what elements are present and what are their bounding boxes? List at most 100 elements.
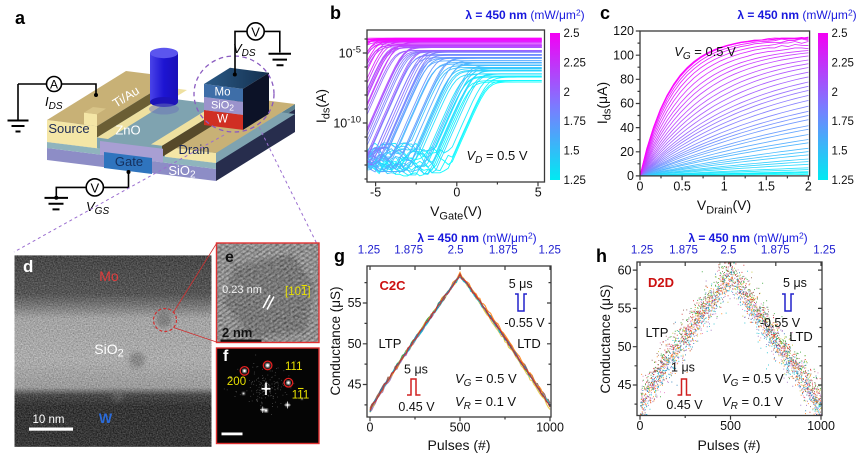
svg-text:VG = 0.5 V: VG = 0.5 V [455,371,517,389]
svg-text:60: 60 [620,97,634,111]
svg-text:2: 2 [805,179,812,193]
svg-text:1.5: 1.5 [832,146,848,158]
svg-text:c: c [600,3,610,23]
svg-text:2.5: 2.5 [720,245,736,257]
svg-text:[101]: [101] [285,286,311,298]
svg-text:-0.55 V: -0.55 V [504,316,545,330]
svg-text:1.75: 1.75 [832,116,854,128]
svg-text:1: 1 [721,179,728,193]
svg-text:VG = 0.5 V: VG = 0.5 V [722,371,784,389]
svg-text:-5: -5 [370,186,381,200]
svg-text:60: 60 [618,263,632,277]
svg-text:0.23 nm: 0.23 nm [222,284,262,296]
svg-text:55: 55 [348,296,362,310]
svg-text:Pulses (#): Pulses (#) [427,437,490,453]
svg-text:SiO2: SiO2 [168,163,196,181]
svg-text:10 nm: 10 nm [33,414,65,426]
svg-text:Mo: Mo [215,87,231,99]
svg-text:0: 0 [637,179,644,193]
svg-text:Conductance (μS): Conductance (μS) [598,284,613,393]
svg-text:W: W [217,114,228,126]
svg-text:1.25: 1.25 [813,245,835,257]
svg-text:1.875: 1.875 [489,245,518,257]
svg-text:C2C: C2C [379,278,406,293]
svg-text:VGS: VGS [86,199,109,217]
svg-text:λ = 450 nm (mW/μm2): λ = 450 nm (mW/μm2) [688,231,807,246]
svg-text:40: 40 [620,121,634,135]
svg-text:VG = 0.5 V: VG = 0.5 V [674,44,736,62]
svg-text:Source: Source [48,121,89,136]
svg-text:IDS: IDS [45,94,63,112]
svg-text:λ = 450 nm (mW/μm2): λ = 450 nm (mW/μm2) [417,231,536,246]
svg-text:0: 0 [367,421,374,435]
svg-text:1.25: 1.25 [358,245,380,257]
svg-text:LTD: LTD [517,336,541,351]
svg-text:2.5: 2.5 [832,28,848,40]
svg-text:SiO2: SiO2 [211,100,234,113]
svg-text:VDS: VDS [233,41,256,59]
svg-text:0.45 V: 0.45 V [666,398,703,412]
svg-text:2.25: 2.25 [832,57,854,69]
svg-text:5: 5 [535,186,542,200]
svg-text:45: 45 [348,378,362,392]
svg-text:1 μs: 1 μs [671,361,695,375]
svg-text:LTP: LTP [646,325,669,340]
svg-text:5 μs: 5 μs [509,277,533,291]
svg-text:100: 100 [613,48,634,62]
svg-text:Conductance (μS): Conductance (μS) [328,286,343,395]
svg-text:1.25: 1.25 [564,175,586,187]
svg-text:500: 500 [450,421,471,435]
svg-text:2.25: 2.25 [564,57,586,69]
svg-text:-0.55 V: -0.55 V [760,316,801,330]
svg-text:a: a [15,8,26,28]
svg-text:50: 50 [618,340,632,354]
svg-text:Pulses (#): Pulses (#) [697,437,760,453]
svg-text:55: 55 [618,302,632,316]
svg-text:1.5: 1.5 [758,179,775,193]
svg-text:f: f [223,348,229,365]
svg-text:λ = 450 nm (mW/μm2): λ = 450 nm (mW/μm2) [465,8,584,23]
svg-text:0: 0 [453,186,460,200]
svg-text:45: 45 [618,378,632,392]
svg-text:111: 111 [292,390,309,402]
svg-text:1000: 1000 [807,419,835,433]
svg-text:120: 120 [613,24,634,38]
svg-text:VR = 0.1 V: VR = 0.1 V [722,394,783,412]
svg-text:e: e [225,249,234,266]
svg-text:d: d [23,257,33,276]
svg-text:2.5: 2.5 [448,245,464,257]
svg-text:V: V [251,24,260,39]
svg-text:b: b [330,3,341,23]
svg-text:1.25: 1.25 [539,245,561,257]
svg-text:LTP: LTP [379,336,402,351]
svg-text:Drain: Drain [178,142,209,157]
svg-text:0: 0 [627,169,634,183]
svg-text:0.45 V: 0.45 V [398,400,435,414]
svg-text:0: 0 [637,419,644,433]
svg-text:g: g [334,246,345,266]
svg-text:h: h [596,246,607,266]
svg-text:1.75: 1.75 [564,116,586,128]
svg-text:2.5: 2.5 [564,28,580,40]
svg-text:W: W [99,410,113,426]
svg-text:2 nm: 2 nm [222,325,252,340]
svg-text:1.25: 1.25 [631,245,653,257]
svg-text:2: 2 [832,87,838,99]
svg-text:LTD: LTD [789,329,813,344]
svg-text:0.5: 0.5 [673,179,690,193]
svg-text:Gate: Gate [115,154,143,169]
svg-text:5 μs: 5 μs [404,363,428,377]
svg-text:1.875: 1.875 [669,245,698,257]
svg-text:50: 50 [348,337,362,351]
svg-text:1.875: 1.875 [394,245,423,257]
svg-text:A: A [50,78,58,92]
svg-text:Mo: Mo [99,268,119,284]
svg-text:λ = 450 nm (mW/μm2): λ = 450 nm (mW/μm2) [737,8,856,23]
svg-text:80: 80 [620,73,634,87]
svg-text:1000: 1000 [536,421,564,435]
svg-text:500: 500 [720,419,741,433]
svg-text:V: V [90,180,99,195]
svg-text:VR = 0.1 V: VR = 0.1 V [455,394,516,412]
svg-text:SiO2: SiO2 [94,341,123,360]
svg-text:1.875: 1.875 [761,245,790,257]
